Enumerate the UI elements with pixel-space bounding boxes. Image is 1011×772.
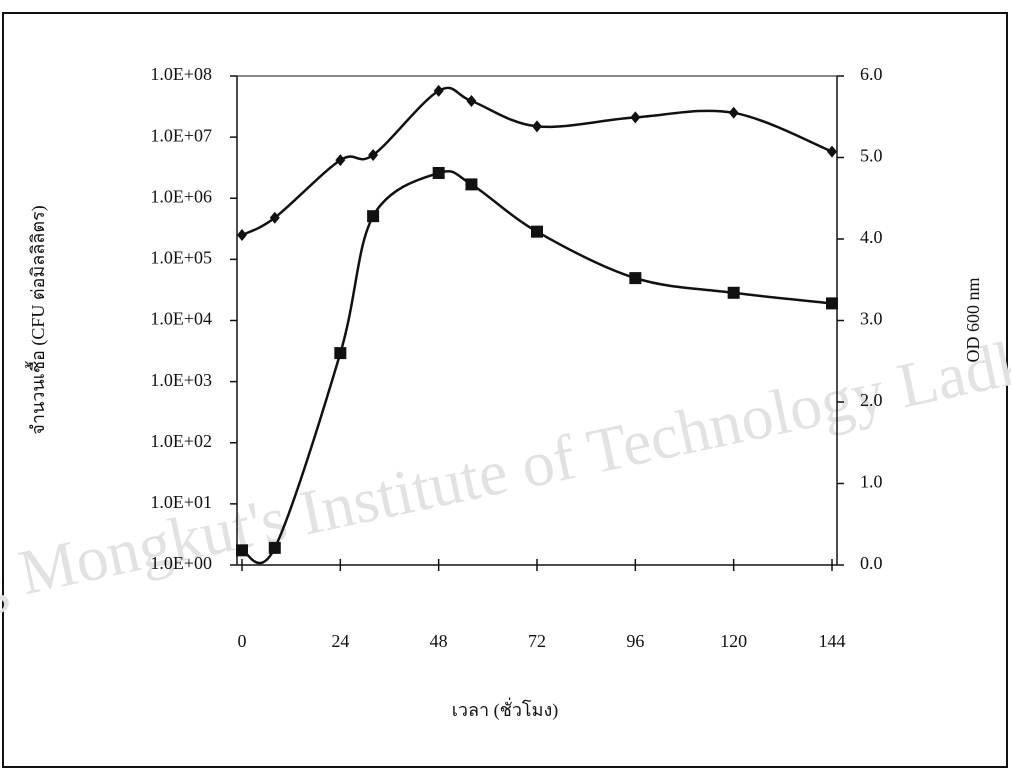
point: [334, 347, 347, 360]
y-tick-label: 1.0E+00: [150, 553, 212, 573]
point: [236, 544, 248, 557]
y2-tick-label: 4.0: [860, 227, 883, 247]
point: [532, 120, 542, 133]
point: [335, 154, 346, 167]
series-line: [241, 86, 833, 237]
point: [630, 111, 641, 124]
x-axis-title: เวลา (ชั่วโมง): [452, 697, 559, 721]
y-tick-label: 1.0E+04: [150, 309, 212, 329]
point: [465, 178, 478, 191]
point: [629, 272, 642, 285]
y2-tick-label: 0.0: [860, 553, 883, 573]
y-tick-label: 1.0E+08: [150, 64, 212, 84]
point: [466, 94, 477, 107]
x-tick-label: 24: [331, 631, 349, 651]
x-tick-label: 48: [430, 631, 448, 651]
y-tick-label: 1.0E+02: [150, 431, 212, 451]
x-tick-label: 120: [720, 631, 747, 651]
x-tick-label: 144: [819, 631, 846, 651]
y2-tick-label: 5.0: [860, 146, 883, 166]
point: [367, 210, 380, 223]
x-tick-label: 0: [238, 631, 247, 651]
point: [826, 297, 838, 310]
frame: [2, 12, 1008, 768]
point: [269, 211, 280, 224]
point: [237, 229, 247, 242]
y2-tick-label: 2.0: [860, 390, 883, 410]
y-tick-label: 1.0E+07: [150, 125, 212, 145]
y-tick-label: 1.0E+01: [150, 492, 212, 512]
x-tick-label: 96: [626, 631, 644, 651]
point: [531, 225, 543, 238]
series-line: [241, 169, 833, 565]
point: [433, 84, 444, 97]
y2-tick-label: 6.0: [860, 64, 883, 84]
point: [727, 286, 740, 299]
y-tick-label: 1.0E+03: [150, 370, 212, 390]
point: [432, 166, 445, 179]
point: [827, 145, 837, 158]
point: [728, 106, 739, 119]
y-axis-title: จำนวนเชื้อ (CFU ต่อมิลลิลิตร): [25, 205, 49, 434]
y2-tick-label: 1.0: [860, 472, 883, 492]
y-tick-label: 1.0E+06: [150, 186, 212, 206]
y2-axis-title: OD 600 nm: [963, 278, 983, 363]
y2-tick-label: 3.0: [860, 309, 883, 329]
y-tick-label: 1.0E+05: [150, 248, 212, 268]
point: [368, 148, 379, 161]
point: [268, 541, 281, 554]
watermark: King Mongkut's Institute of Technology L…: [0, 288, 1011, 638]
x-tick-label: 72: [528, 631, 546, 651]
